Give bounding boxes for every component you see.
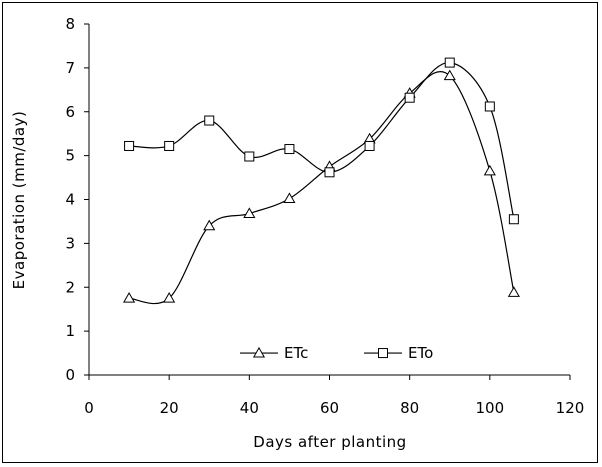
x-tick-label: 20 [160,399,179,417]
x-tick-label: 60 [320,399,339,417]
series-line-etc [129,70,515,305]
y-axis-title: Evaporation (mm/day) [10,111,28,290]
data-point-etc [203,219,216,231]
y-tick-label: 6 [65,103,75,121]
data-point-eto [204,115,215,126]
x-tick-label: 0 [84,399,94,417]
series-line-eto [129,62,515,220]
x-tick-label: 80 [400,399,419,417]
legend-marker-etc [252,346,266,358]
legend-marker-eto [378,348,388,359]
x-axis-title: Days after planting [253,433,406,451]
chart-frame [2,2,598,463]
data-point-etc [243,207,256,218]
data-point-etc [507,286,520,297]
data-point-eto [164,140,175,151]
data-point-eto [404,92,415,103]
y-tick-label: 3 [65,234,75,252]
data-point-etc [163,292,176,303]
data-point-eto [324,167,335,178]
data-point-etc [283,192,296,204]
data-point-eto [284,144,295,155]
data-point-eto [508,214,519,225]
y-tick-label: 1 [65,322,75,340]
data-point-eto [244,151,255,162]
x-tick-label: 100 [476,399,505,417]
y-tick-label: 5 [65,147,75,165]
data-point-etc [443,69,456,81]
legend-label-eto: ETo [408,344,433,362]
data-point-etc [483,164,496,176]
x-tick-label: 120 [556,399,585,417]
legend-label-etc: ETc [284,344,308,362]
data-point-eto [364,140,375,151]
data-point-eto [124,140,135,151]
data-point-eto [484,101,495,112]
y-tick-label: 0 [65,366,75,384]
data-point-eto [444,57,455,68]
x-tick-label: 40 [240,399,259,417]
y-tick-label: 8 [65,15,75,33]
y-tick-label: 7 [65,59,75,77]
data-point-etc [123,292,136,303]
y-tick-label: 4 [65,191,75,209]
y-tick-label: 2 [65,278,75,296]
